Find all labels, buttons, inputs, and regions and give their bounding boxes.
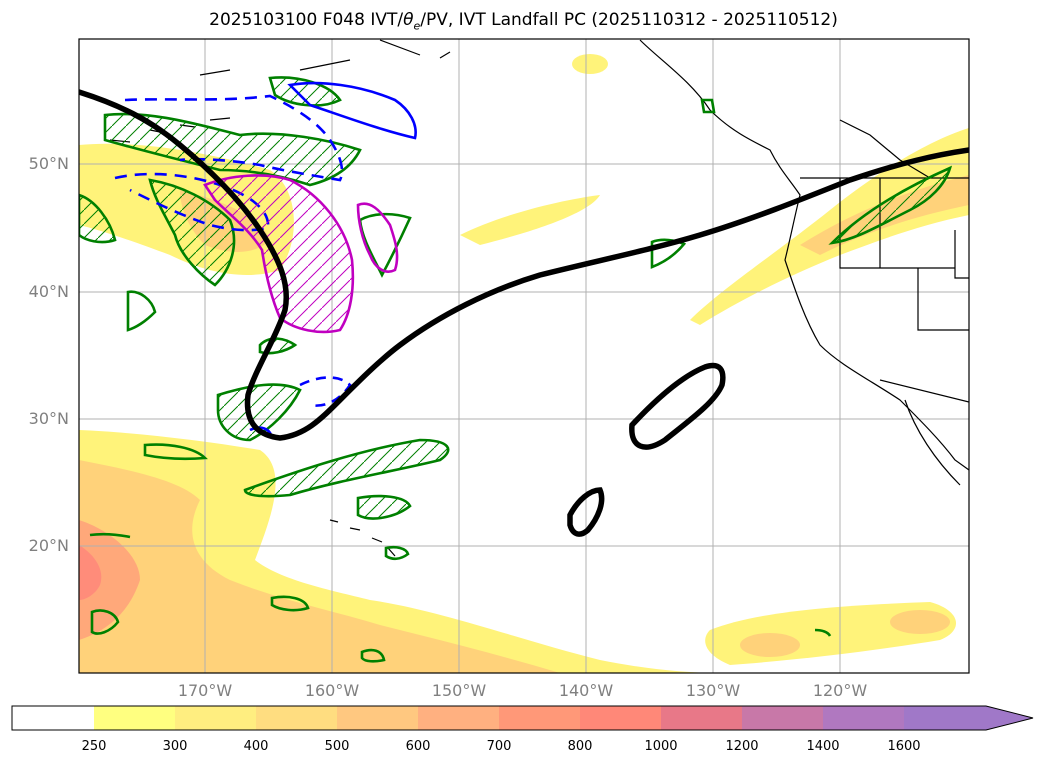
pv-contour-10 xyxy=(356,494,412,520)
pv-contour-12 xyxy=(270,595,310,612)
border-states-4 xyxy=(954,230,969,279)
colorbar-tick-700: 700 xyxy=(486,739,512,754)
ivt-fill-se-mid xyxy=(890,610,950,634)
theta-e-dashed-1 xyxy=(124,94,344,182)
page-title: 2025103100 F048 IVT/θe/PV, IVT Landfall … xyxy=(209,10,838,33)
lat-label-40n: 40°N xyxy=(28,282,69,301)
pv-contour-layer xyxy=(79,76,953,663)
pc-contour-loop-1 xyxy=(629,362,726,450)
ivt-fill-se-mid2 xyxy=(740,633,800,657)
theta-e-dashed-2 xyxy=(114,172,270,232)
ivt-fill-sw-mid xyxy=(79,460,560,673)
lon-label-130w: 130°W xyxy=(685,681,741,700)
pv-contour-3 xyxy=(268,76,342,107)
pv-contour-19 xyxy=(384,545,410,561)
colorbar-tick-600: 600 xyxy=(405,739,431,754)
pc-contour-loop-2 xyxy=(567,487,605,537)
colorbar-tick-800: 800 xyxy=(567,739,593,754)
lon-label-170w: 170°W xyxy=(177,681,233,700)
border-states-3 xyxy=(917,268,969,331)
magenta-contour-1 xyxy=(203,174,355,334)
baja-coast xyxy=(904,399,961,486)
pv-contour-11 xyxy=(89,532,131,539)
pv-contour-20 xyxy=(814,628,832,637)
islands-hawaii xyxy=(329,519,396,557)
ivt-fill-patch-1 xyxy=(572,54,608,74)
pv-contour-9 xyxy=(243,438,450,498)
colorbar-tick-1600: 1600 xyxy=(887,739,921,754)
lat-label-30n: 30°N xyxy=(28,409,69,428)
pv-contour-8 xyxy=(143,443,208,461)
border-states-1 xyxy=(839,178,955,269)
ivt-fill-ne xyxy=(690,128,969,325)
map-frame xyxy=(78,38,970,674)
magenta-contour-2 xyxy=(356,202,399,273)
pv-contour-14 xyxy=(360,648,386,663)
colorbar-tick-300: 300 xyxy=(162,739,188,754)
alaska-coast xyxy=(199,39,451,76)
colorbar-tick-1200: 1200 xyxy=(725,739,759,754)
pv-contour-4 xyxy=(79,193,117,244)
pv-contour-5 xyxy=(126,290,157,332)
pc-contour-layer xyxy=(79,89,969,537)
colorbar-tick-250: 250 xyxy=(81,739,107,754)
magenta-contour-layer xyxy=(203,174,399,334)
pv-contour-18 xyxy=(700,98,716,114)
colorbar-tick-400: 400 xyxy=(243,739,269,754)
pv-contour-6 xyxy=(216,383,302,442)
theta-e-solid-1 xyxy=(287,81,417,140)
theta-e-dashed-3 xyxy=(299,376,352,407)
border-mexico xyxy=(879,379,969,403)
colorbar-tick-500: 500 xyxy=(324,739,350,754)
lon-label-120w: 120°W xyxy=(812,681,868,700)
colorbar-tick-1000: 1000 xyxy=(644,739,678,754)
inland-border-1 xyxy=(839,119,931,179)
lat-label-50n: 50°N xyxy=(28,154,69,173)
ivt-fill-patch-2 xyxy=(460,195,600,245)
coastline-north-america xyxy=(639,39,969,471)
pv-contour-17 xyxy=(828,165,953,245)
pv-contour-16 xyxy=(650,238,687,269)
colorbar-tick-1400: 1400 xyxy=(806,739,840,754)
lat-label-20n: 20°N xyxy=(28,536,69,555)
pv-contour-2 xyxy=(148,178,236,287)
ivt-fill-sw-core xyxy=(79,545,102,600)
lon-label-150w: 150°W xyxy=(431,681,487,700)
lon-label-140w: 140°W xyxy=(558,681,614,700)
pv-contour-13 xyxy=(90,609,120,635)
lon-label-160w: 160°W xyxy=(304,681,360,700)
pv-contour-1 xyxy=(103,112,362,187)
colorbar xyxy=(11,705,1034,731)
pc-contour-main xyxy=(79,89,969,441)
